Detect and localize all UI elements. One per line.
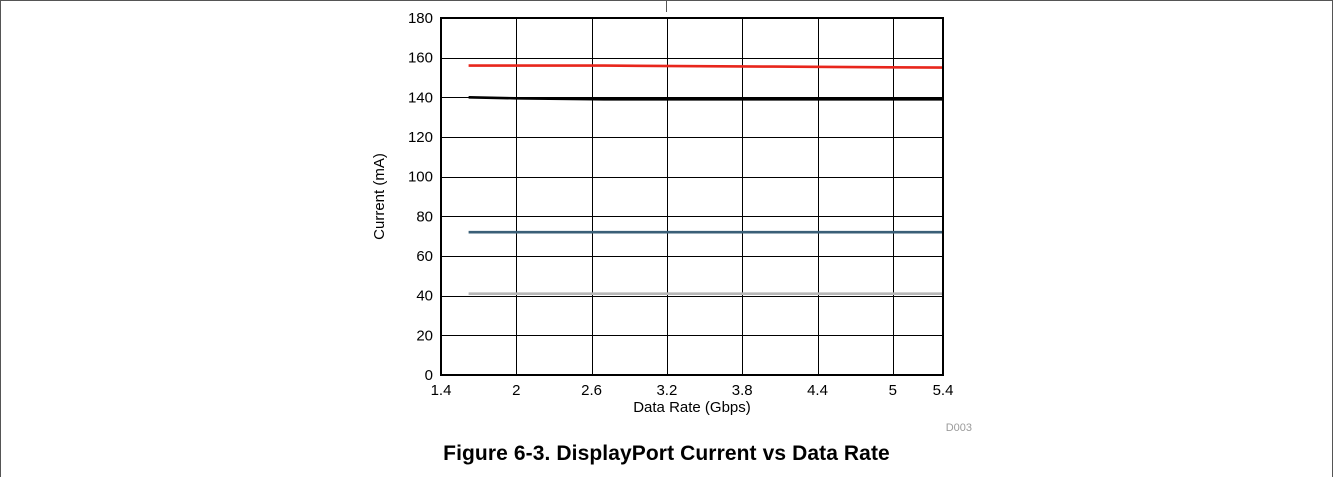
x-tick-label: 5 (889, 382, 897, 399)
series-layer (468, 64, 944, 296)
chart: 0 20 40 60 80 100 120 140 160 180 1.4 2 2.6 3.2 3.8 4.… (371, 10, 972, 434)
y-tick-label: 100 (408, 169, 433, 186)
y-tick-label: 160 (408, 50, 433, 67)
x-axis-title: Data Rate (Gbps) (633, 399, 751, 416)
x-tick-label: 1.4 (431, 382, 452, 399)
chart-id-label: D003 (946, 422, 972, 434)
frame-left-border (0, 0, 1, 477)
y-tick-label: 0 (425, 367, 433, 384)
y-tick-label: 120 (408, 129, 433, 146)
series-line-1 (468, 64, 944, 69)
y-tick-label: 20 (416, 327, 433, 344)
y-tick-label: 80 (416, 208, 433, 225)
y-tick-label: 60 (416, 248, 433, 265)
y-tick-label: 40 (416, 288, 433, 305)
frame-top-notch (666, 0, 667, 12)
x-tick-label: 4.4 (807, 382, 828, 399)
y-tick-labels: 0 20 40 60 80 100 120 140 160 180 (408, 10, 433, 384)
x-tick-label: 3.8 (732, 382, 753, 399)
y-tick-label: 140 (408, 89, 433, 106)
x-tick-label: 3.2 (656, 382, 677, 399)
x-tick-label: 2 (512, 382, 520, 399)
x-tick-label: 5.4 (933, 382, 954, 399)
x-tick-label: 2.6 (581, 382, 602, 399)
figure-caption: Figure 6-3. DisplayPort Current vs Data … (443, 442, 890, 465)
series-line-2 (468, 96, 943, 101)
y-axis-title: Current (mA) (371, 153, 388, 240)
grid-layer (441, 18, 943, 375)
plot-area-frame (440, 17, 944, 376)
y-tick-label: 180 (408, 10, 433, 27)
x-tick-labels: 1.4 2 2.6 3.2 3.8 4.4 5 5.4 (431, 382, 954, 399)
